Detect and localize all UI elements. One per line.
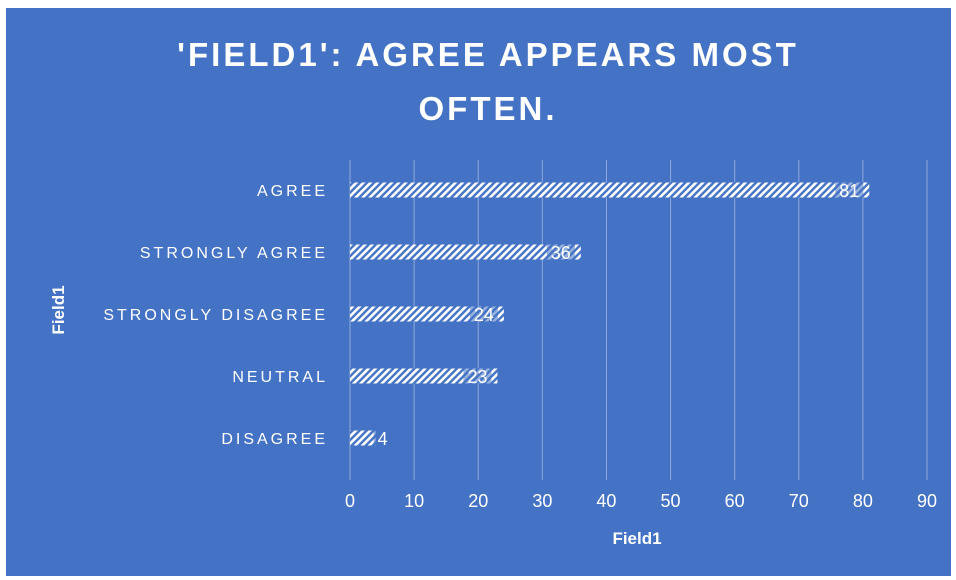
x-tick-label-50: 50 xyxy=(661,491,681,511)
x-tick-label-70: 70 xyxy=(789,491,809,511)
chart-title-line-1: 'FIELD1': AGREE APPEARS MOST xyxy=(177,36,799,73)
x-tick-label-10: 10 xyxy=(404,491,424,511)
x-tick-labels: 0 10 20 30 40 50 60 70 80 90 xyxy=(345,491,937,511)
bar-chart: 'FIELD1': AGREE APPEARS MOST OFTEN. 81 36… xyxy=(49,36,937,548)
category-label-neutral: NEUTRAL xyxy=(232,369,328,386)
data-label-bg-strongly-agree xyxy=(546,244,575,260)
bar-neutral xyxy=(350,368,498,384)
x-tick-label-80: 80 xyxy=(853,491,873,511)
x-tick-label-40: 40 xyxy=(596,491,616,511)
x-tick-label-60: 60 xyxy=(725,491,745,511)
y-axis-title: Field1 xyxy=(49,285,68,334)
gridlines xyxy=(349,160,928,480)
data-label-bg-neutral xyxy=(463,368,492,384)
chart-title-line-2: OFTEN. xyxy=(419,90,558,127)
x-tick-label-30: 30 xyxy=(532,491,552,511)
data-label-neutral: 23 xyxy=(467,367,487,387)
x-tick-label-0: 0 xyxy=(345,491,355,511)
category-label-disagree: DISAGREE xyxy=(221,431,328,448)
bar-disagree xyxy=(350,430,376,446)
bar-strongly-agree xyxy=(350,244,581,260)
data-label-strongly-disagree: 24 xyxy=(474,305,494,325)
bar-agree xyxy=(350,182,870,198)
bars: 81 36 24 23 4 xyxy=(350,181,870,449)
x-axis-title: Field1 xyxy=(612,529,661,548)
data-label-bg-agree xyxy=(835,182,864,198)
data-label-strongly-agree: 36 xyxy=(551,243,571,263)
category-label-strongly-agree: STRONGLY AGREE xyxy=(140,245,328,262)
data-label-agree: 81 xyxy=(839,181,859,201)
x-tick-label-20: 20 xyxy=(468,491,488,511)
category-labels: AGREE STRONGLY AGREE STRONGLY DISAGREE NEUT… xyxy=(103,183,328,448)
bar-strongly-disagree xyxy=(350,306,504,322)
x-tick-label-90: 90 xyxy=(917,491,937,511)
category-label-agree: AGREE xyxy=(257,183,328,200)
data-label-bg-disagree xyxy=(373,430,392,446)
data-label-bg-strongly-disagree xyxy=(469,306,498,322)
data-label-disagree: 4 xyxy=(378,429,388,449)
category-label-strongly-disagree: STRONGLY DISAGREE xyxy=(103,307,328,324)
chart-area: 'FIELD1': AGREE APPEARS MOST OFTEN. 81 36… xyxy=(6,8,951,576)
